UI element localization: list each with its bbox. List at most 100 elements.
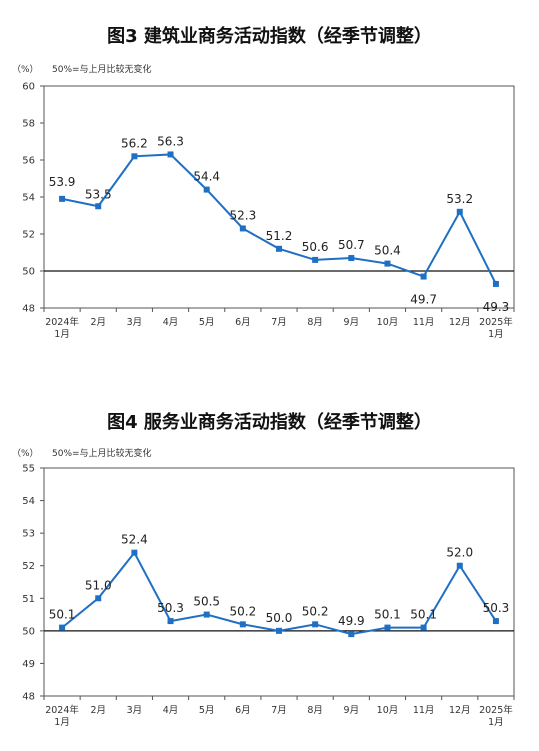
data-label: 52.3 [229, 208, 256, 222]
x-tick-label: 3月 [127, 317, 143, 328]
data-point [276, 245, 282, 252]
x-tick-label: 9月 [344, 705, 360, 716]
data-point [203, 611, 210, 618]
data-label: 50.2 [302, 604, 329, 618]
y-tick-label: 48 [22, 304, 35, 315]
data-label: 53.5 [85, 187, 112, 201]
chart-title: 图4 服务业商务活动指数（经季节调整） [107, 412, 432, 433]
x-tick-label: 4月 [163, 317, 179, 328]
data-point [348, 255, 355, 262]
line-chart: 48 49 50 51 52 53 54 55 2024年 1月 2月 3月 4月 5月 6月 7月 8月 9月 1… [22, 464, 515, 728]
data-point [59, 624, 66, 631]
y-tick-label: 52 [22, 561, 35, 572]
plot-frame [43, 467, 515, 697]
data-point [276, 627, 282, 634]
y-tick-label: 60 [22, 82, 35, 93]
data-point [312, 621, 319, 628]
unit-label: （%） [12, 449, 39, 459]
data-label: 50.3 [483, 601, 510, 615]
x-tick-label: 3月 [127, 705, 143, 716]
chart-services: 图4 服务业商务活动指数（经季节调整） （%） 50%=与上月比较无变化 48 4… [0, 375, 539, 751]
data-label: 56.3 [157, 134, 184, 148]
y-tick-label: 58 [22, 119, 35, 130]
data-point [384, 624, 391, 631]
y-tick-label: 56 [22, 156, 35, 167]
data-point [167, 151, 174, 158]
data-label: 56.2 [121, 136, 148, 150]
chart-note: 50%=与上月比较无变化 [52, 65, 152, 75]
data-point [420, 624, 427, 631]
x-tick-label: 6月 [235, 317, 251, 328]
x-tick-label: 9月 [344, 317, 360, 328]
x-tick-label: 10月 [377, 317, 399, 328]
data-point [95, 595, 102, 602]
x-tick-label: 5月 [199, 705, 215, 716]
data-point [492, 618, 499, 625]
series-line [61, 153, 497, 285]
data-point [239, 621, 246, 628]
x-tick-label: 11月 [413, 317, 435, 328]
data-point [492, 280, 499, 287]
data-label: 53.9 [49, 175, 76, 189]
x-tick-label: 6月 [235, 705, 251, 716]
data-label: 49.3 [483, 300, 510, 314]
data-label: 54.4 [193, 170, 220, 184]
data-label: 50.1 [49, 608, 76, 622]
x-tick-label: 12月 [449, 317, 471, 328]
x-tick-label: 2024年 1月 [45, 704, 79, 728]
x-tick-label: 8月 [307, 317, 323, 328]
data-label: 50.5 [193, 595, 220, 609]
unit-label: （%） [12, 65, 39, 75]
data-point [384, 260, 391, 267]
data-label: 53.2 [446, 192, 473, 206]
x-tick-label: 2月 [90, 317, 106, 328]
x-tick-label: 7月 [271, 317, 287, 328]
data-label: 52.4 [121, 533, 148, 547]
y-tick-label: 50 [22, 267, 35, 278]
data-point [239, 225, 246, 232]
data-point [456, 562, 463, 569]
data-point [348, 631, 355, 638]
data-point [167, 618, 174, 625]
data-point [95, 203, 102, 210]
chart-construction: 图3 建筑业商务活动指数（经季节调整） （%） 50%=与上月比较无变化 48 5… [0, 0, 539, 375]
y-tick-label: 50 [22, 626, 35, 637]
x-tick-label: 4月 [163, 705, 179, 716]
plot-frame [43, 85, 515, 309]
chart-title: 图3 建筑业商务活动指数（经季节调整） [107, 26, 432, 47]
y-tick-label: 53 [22, 529, 35, 540]
data-label: 50.1 [410, 608, 437, 622]
x-tick-label: 10月 [377, 705, 399, 716]
data-label: 49.9 [338, 614, 365, 628]
x-tick-label: 2025年 1月 [479, 316, 513, 340]
line-chart: 48 50 52 54 56 58 60 2024年 1月 2月 3月 4月 5月 6月 7月 8月 9月 10月… [22, 82, 515, 340]
data-label: 50.0 [266, 611, 293, 625]
x-tick-label: 5月 [199, 317, 215, 328]
data-point [131, 549, 138, 556]
data-label: 50.2 [229, 604, 256, 618]
x-tick-label: 8月 [307, 705, 323, 716]
data-point [59, 195, 66, 202]
data-point [312, 256, 319, 263]
data-point [203, 186, 210, 193]
x-tick-label: 11月 [413, 705, 435, 716]
data-label: 50.3 [157, 601, 184, 615]
data-label: 50.6 [302, 240, 329, 254]
x-tick-label: 7月 [271, 705, 287, 716]
y-tick-label: 54 [22, 496, 35, 507]
data-label: 51.0 [85, 578, 112, 592]
y-tick-label: 51 [22, 594, 35, 605]
x-tick-label: 12月 [449, 705, 471, 716]
x-tick-label: 2025年 1月 [479, 704, 513, 728]
y-tick-label: 49 [22, 659, 35, 670]
data-point [456, 208, 463, 215]
data-label: 50.4 [374, 244, 401, 258]
data-label: 49.7 [410, 293, 437, 307]
y-tick-label: 48 [22, 692, 35, 703]
data-label: 50.7 [338, 238, 365, 252]
chart-note: 50%=与上月比较无变化 [52, 449, 152, 459]
data-label: 50.1 [374, 608, 401, 622]
y-tick-label: 52 [22, 230, 35, 241]
y-tick-label: 55 [22, 464, 35, 475]
y-tick-label: 54 [22, 193, 35, 204]
